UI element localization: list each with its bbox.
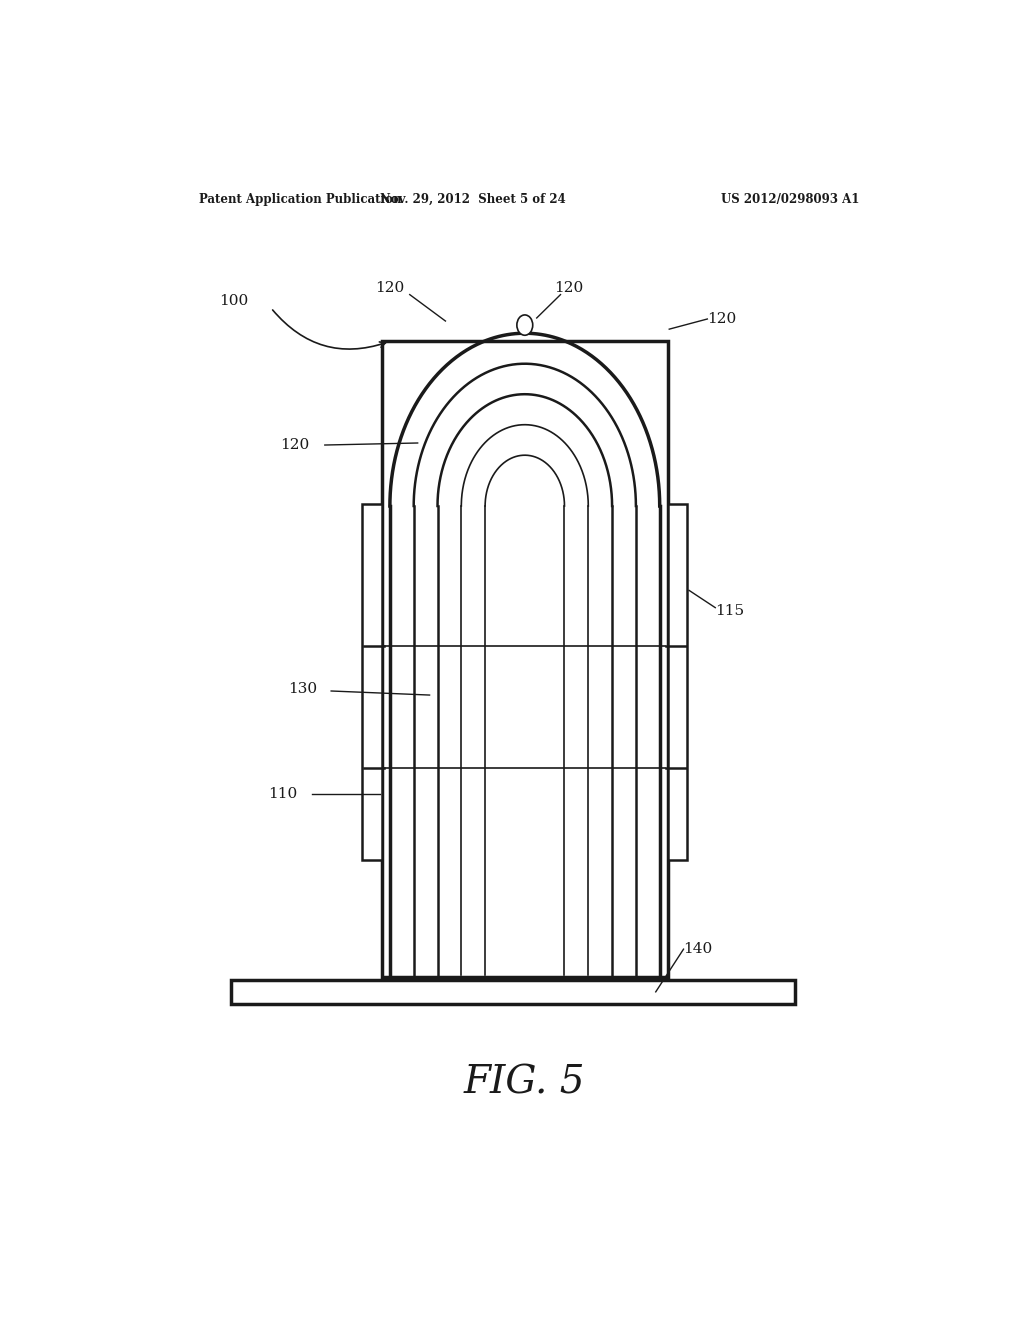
Text: 130: 130 xyxy=(288,682,317,696)
Text: 100: 100 xyxy=(219,293,249,308)
Text: FIG. 5: FIG. 5 xyxy=(464,1065,586,1102)
Text: 120: 120 xyxy=(708,312,736,326)
Text: US 2012/0298093 A1: US 2012/0298093 A1 xyxy=(722,193,860,206)
Text: Patent Application Publication: Patent Application Publication xyxy=(200,193,402,206)
Text: 120: 120 xyxy=(554,281,583,296)
Bar xyxy=(231,979,795,1005)
Text: 110: 110 xyxy=(268,787,297,801)
Bar xyxy=(362,504,382,859)
Text: 140: 140 xyxy=(684,942,713,956)
Text: 120: 120 xyxy=(280,438,309,451)
Text: 115: 115 xyxy=(715,603,744,618)
Bar xyxy=(382,342,668,977)
Circle shape xyxy=(517,315,532,335)
Text: 120: 120 xyxy=(375,281,404,296)
Bar xyxy=(668,504,687,859)
Text: Nov. 29, 2012  Sheet 5 of 24: Nov. 29, 2012 Sheet 5 of 24 xyxy=(380,193,566,206)
